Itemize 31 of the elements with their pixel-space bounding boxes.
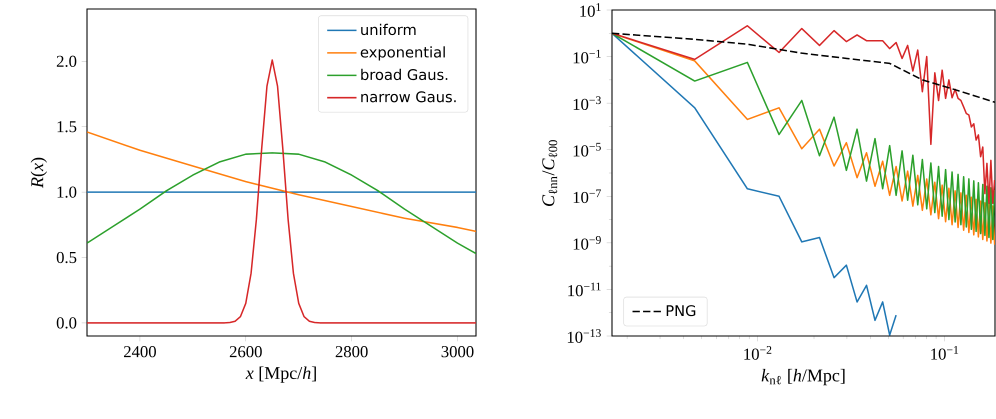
x-tick-label: 10$^{−2}$ — [744, 346, 772, 360]
x-tick-label: 3000 — [442, 346, 474, 358]
y-tick-label: 0.5 — [56, 252, 76, 264]
legend-label: PNG — [666, 305, 696, 316]
x-tick-label: 2400 — [124, 346, 156, 358]
line-series — [87, 152, 476, 254]
legend-label: narrow Gaus. — [361, 91, 456, 102]
y-tick-label: 10$^{1}$ — [580, 3, 601, 17]
x-tick-label: 10$^{−1}$ — [931, 346, 958, 360]
line-series — [87, 131, 476, 232]
line-series — [87, 59, 476, 324]
y-tick-label: 10$^{−3}$ — [574, 96, 601, 110]
y-tick-label: 10$^{−13}$ — [568, 329, 601, 343]
y-tick-label: 10$^{−7}$ — [574, 189, 601, 204]
y-tick-label: 10$^{−1}$ — [574, 50, 601, 64]
y-tick-label: 2.0 — [56, 56, 76, 67]
x-tick-label: 2800 — [336, 346, 368, 358]
legend-label: uniform — [361, 24, 416, 36]
y-tick-label: 0.0 — [56, 317, 76, 329]
legend-label: broad Gaus. — [361, 68, 448, 80]
y-tick-label: 10$^{−5}$ — [574, 142, 601, 157]
y-axis-title: C$_{ℓnn}$/C$_{ℓ00}$ — [542, 140, 558, 206]
legend-label: exponential — [360, 46, 445, 60]
x-axis-title: k$_{nℓ}$ [h/Mpc] — [762, 368, 845, 386]
x-tick-label: 2600 — [230, 346, 262, 358]
y-tick-label: 1.0 — [58, 186, 76, 198]
y-tick-label: 10$^{−11}$ — [568, 282, 601, 296]
y-tick-label: 1.5 — [58, 121, 76, 132]
x-axis-title: x [Mpc/h] — [246, 366, 316, 383]
y-axis-title: R(x) — [30, 158, 47, 188]
y-tick-label: 10$^{−9}$ — [574, 236, 601, 250]
